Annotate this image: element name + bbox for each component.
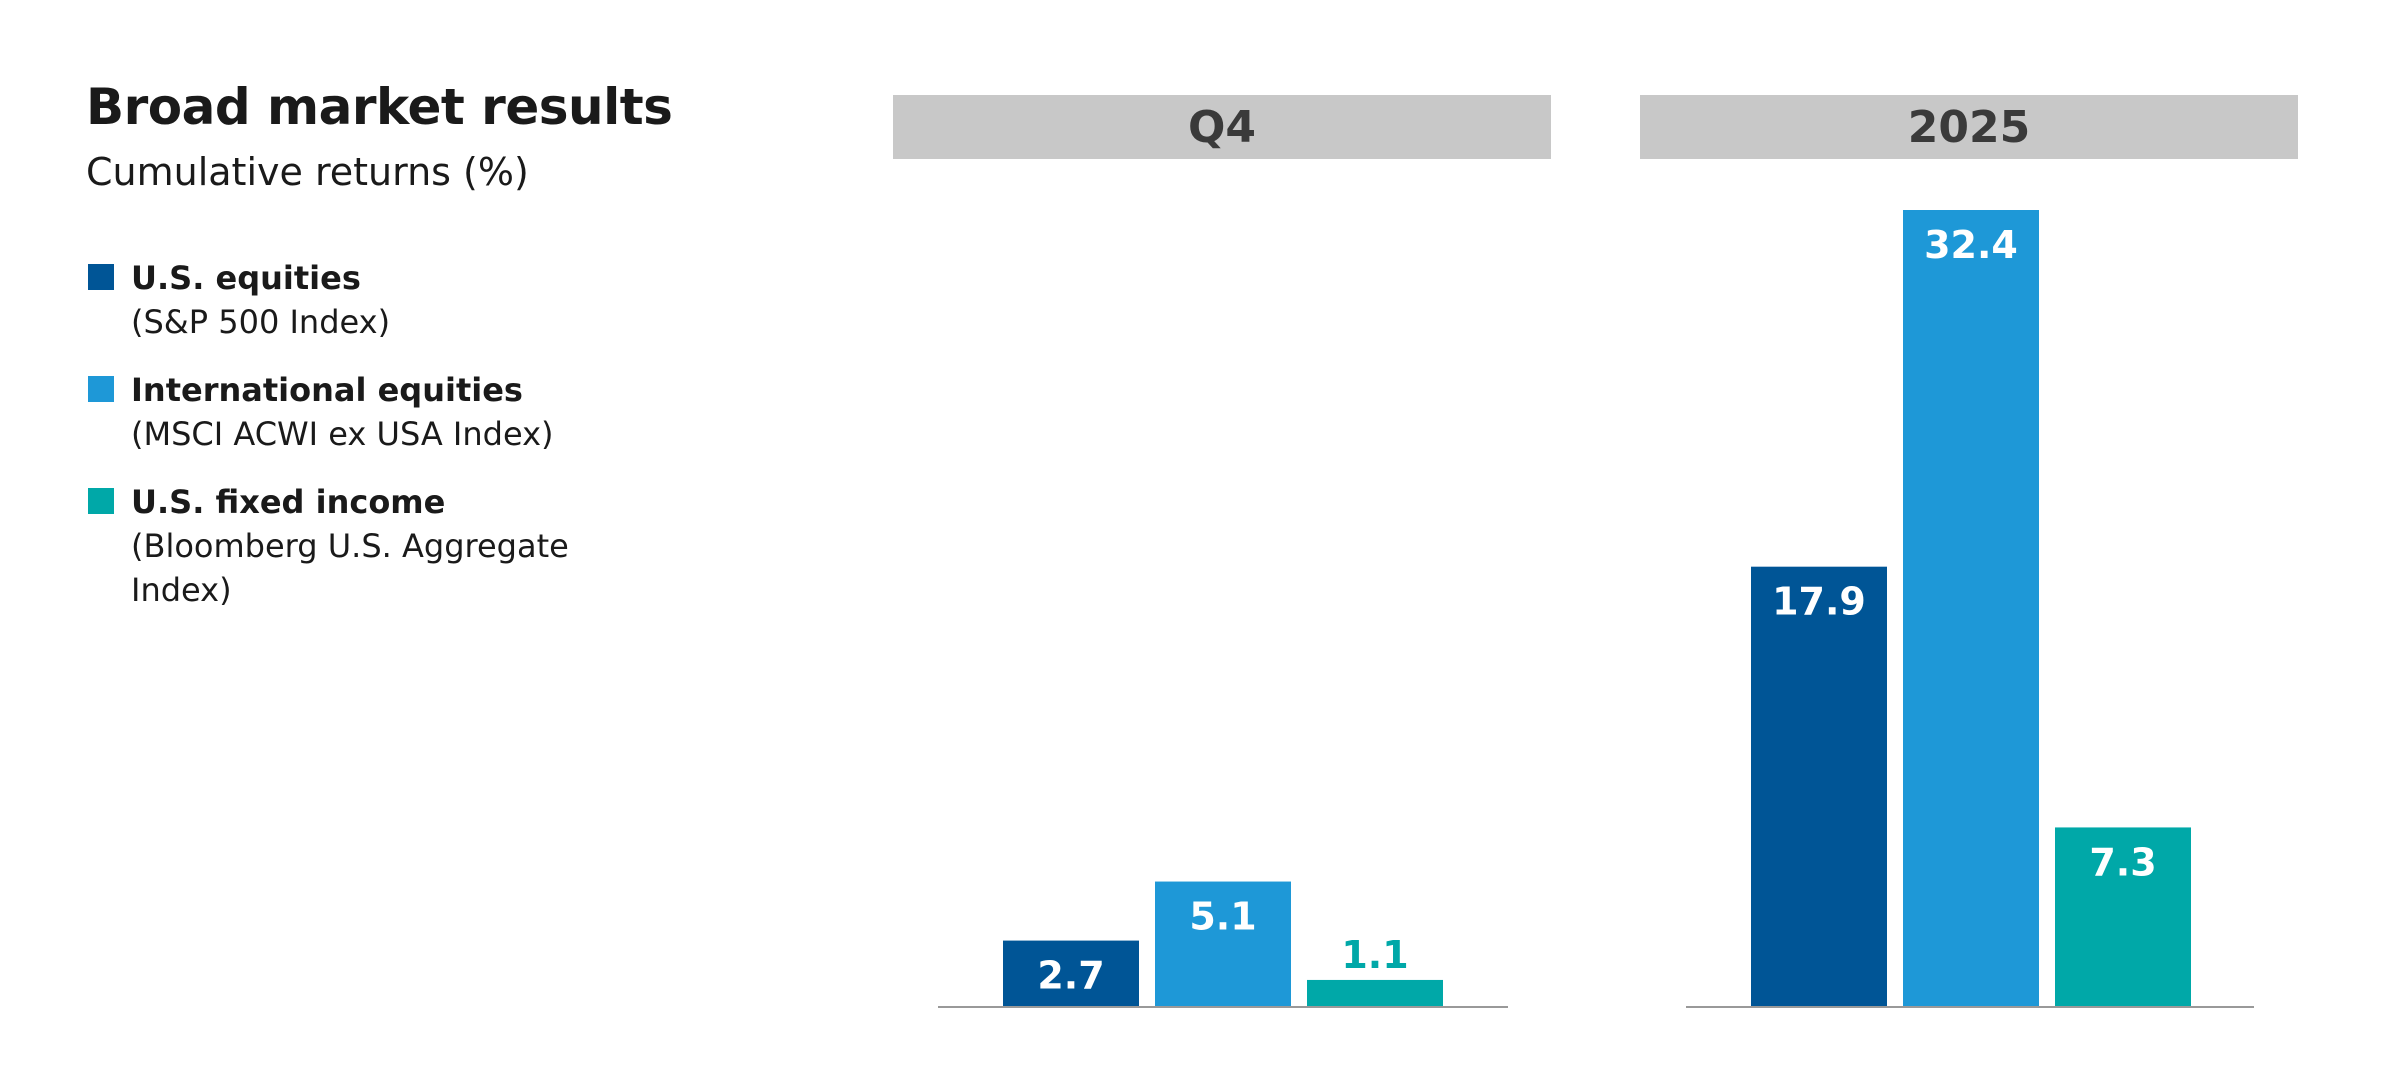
- data-label: 7.3: [2089, 840, 2156, 884]
- data-label: 32.4: [1924, 223, 2018, 267]
- group-header-q4: [893, 95, 1551, 159]
- legend-item-international-equities: International equities (MSCI ACWI ex USA…: [86, 368, 651, 456]
- group-label-2025: 2025: [1908, 102, 2030, 153]
- bar-q4-series-0: [1003, 940, 1139, 1007]
- legend-swatch-international-equities: [88, 376, 114, 402]
- chart-subtitle: Cumulative returns (%): [86, 150, 529, 194]
- data-label: 2.7: [1037, 954, 1104, 998]
- data-label: 5.1: [1189, 895, 1256, 939]
- legend-label: U.S. fixed income: [131, 483, 446, 521]
- legend-index: (S&P 500 Index): [131, 303, 391, 341]
- legend-item-us-fixed-income: U.S. fixed income (Bloomberg U.S. Aggreg…: [86, 480, 651, 612]
- group-label-q4: Q4: [1188, 102, 1256, 153]
- legend-swatch-us-fixed-income: [88, 488, 114, 514]
- group-header-2025: [1640, 95, 2298, 159]
- legend-swatch-us-equities: [88, 264, 114, 290]
- bar-2025-series-1: [1903, 210, 2039, 1007]
- bar-q4-series-1: [1155, 881, 1291, 1007]
- legend-index: (MSCI ACWI ex USA Index): [131, 415, 554, 453]
- legend-label: International equities: [131, 371, 523, 409]
- bar-2025-series-2: [2055, 827, 2191, 1007]
- data-label: 1.1: [1341, 933, 1408, 977]
- legend-index: (Bloomberg U.S. Aggregate Index): [131, 527, 569, 609]
- legend-item-us-equities: U.S. equities (S&P 500 Index): [86, 256, 651, 344]
- legend: U.S. equities (S&P 500 Index) Internatio…: [86, 256, 651, 636]
- bar-q4-series-2: [1307, 979, 1443, 1007]
- bar-2025-series-0: [1751, 566, 1887, 1007]
- legend-label: U.S. equities: [131, 259, 361, 297]
- data-label: 17.9: [1772, 580, 1866, 624]
- chart-title: Broad market results: [86, 78, 673, 136]
